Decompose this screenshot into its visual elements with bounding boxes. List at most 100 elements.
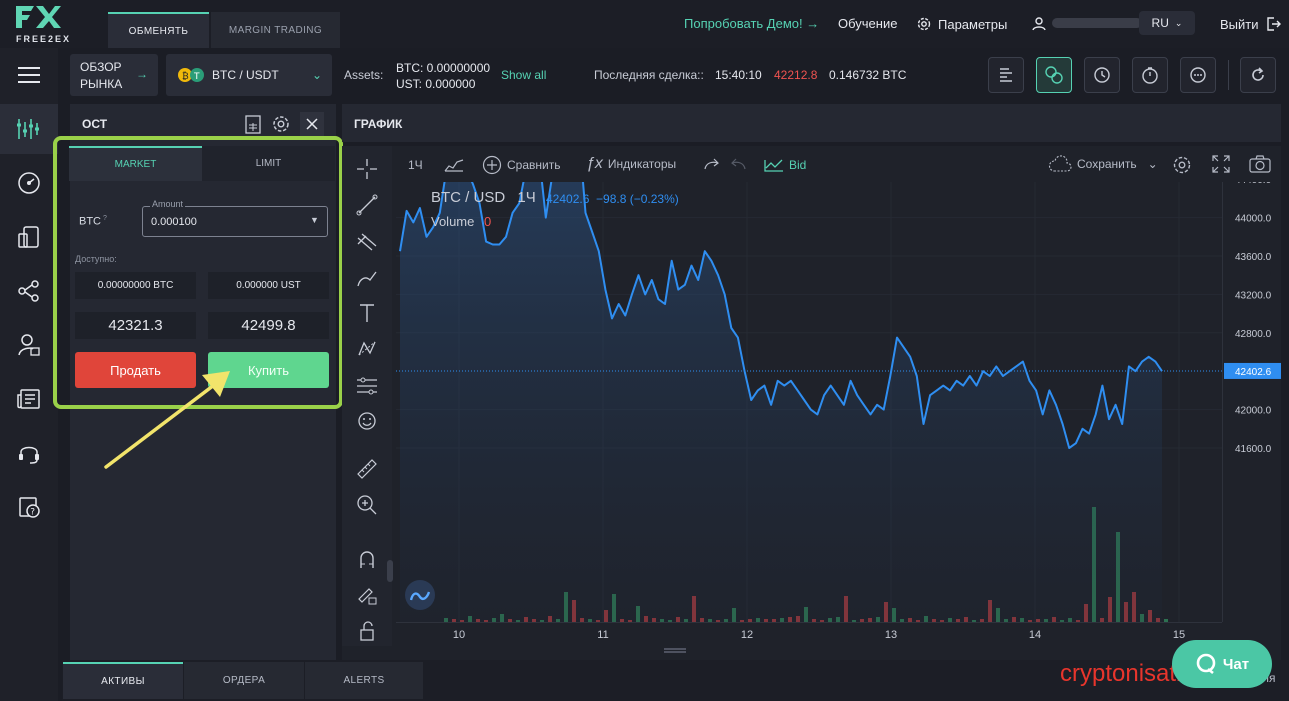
user-switch-icon[interactable] xyxy=(1030,14,1048,37)
plus-circle-icon xyxy=(482,155,502,175)
toolbar-collapse-handle[interactable] xyxy=(387,560,393,582)
assets-ust: UST: 0.000000 xyxy=(396,77,476,91)
volume-bar xyxy=(1164,619,1168,622)
amount-input[interactable] xyxy=(142,206,328,237)
chat-button[interactable]: Чат xyxy=(1172,640,1272,688)
pitchfork-icon[interactable] xyxy=(342,224,392,258)
tab-orders[interactable]: ОРДЕРА xyxy=(184,662,304,699)
exchange-icon[interactable] xyxy=(0,104,58,154)
text-tool-icon[interactable] xyxy=(342,296,392,330)
help-icon[interactable]: ? xyxy=(0,482,58,532)
price-area xyxy=(400,182,1162,622)
chevron-down-icon: ⌄ xyxy=(311,68,322,82)
history-button[interactable] xyxy=(1084,57,1120,93)
network-icon[interactable] xyxy=(0,266,58,316)
zoom-in-icon[interactable] xyxy=(342,488,392,522)
caret-down-icon[interactable]: ▼ xyxy=(310,215,319,225)
amount-value[interactable]: 0.000100 xyxy=(151,216,197,228)
logo-mark-icon xyxy=(16,6,61,28)
timer-button[interactable] xyxy=(1132,57,1168,93)
y-tick-label: 41600.0 xyxy=(1235,444,1272,455)
try-demo-link[interactable]: Попробовать Демо! → xyxy=(684,16,820,31)
support-icon[interactable] xyxy=(0,428,58,478)
smiley-icon[interactable] xyxy=(342,404,392,438)
lock-pen-icon[interactable] xyxy=(342,578,392,612)
x-tick-label: 15 xyxy=(1173,629,1185,641)
magnet-icon[interactable] xyxy=(342,542,392,576)
x-tick-label: 12 xyxy=(741,629,753,641)
exchange-view-button[interactable] xyxy=(1036,57,1072,93)
chevron-down-icon: ⌄ xyxy=(1174,17,1183,28)
tab-assets[interactable]: АКТИВЫ xyxy=(63,662,183,699)
price-line xyxy=(399,182,1163,449)
close-panel-button[interactable] xyxy=(300,112,324,136)
interval-select[interactable]: 1Ч xyxy=(408,158,423,172)
btc-ust-coins-icon: ₿ T xyxy=(178,68,204,82)
pair-select[interactable]: ₿ T BTC / USDT ⌄ xyxy=(166,54,332,96)
settings-link[interactable]: Параметры xyxy=(916,16,1007,32)
language-select[interactable]: RU ⌄ xyxy=(1139,11,1195,35)
y-tick-label: 44000.0 xyxy=(1235,214,1272,225)
crosshair-icon[interactable] xyxy=(342,152,392,186)
assets-values: BTC: 0.00000000 UST: 0.000000 xyxy=(396,60,490,92)
indicators-button[interactable]: ƒx Индикаторы xyxy=(586,155,676,173)
unlock-icon[interactable] xyxy=(342,614,392,648)
undo-icon xyxy=(730,158,746,170)
logo[interactable]: FREE2EX xyxy=(14,4,70,46)
user-account-name[interactable] xyxy=(1052,18,1142,28)
tab-margin-trading[interactable]: MARGIN TRADING xyxy=(211,12,340,48)
chart-type-icon[interactable] xyxy=(444,158,464,172)
pattern-icon[interactable] xyxy=(342,332,392,366)
calculator-icon[interactable] xyxy=(244,114,262,139)
tab-exchange[interactable]: ОБМЕНЯТЬ xyxy=(108,12,209,48)
compare-button[interactable]: Сравнить xyxy=(482,155,560,175)
fullscreen-icon[interactable] xyxy=(1212,155,1230,173)
x-tick-label: 11 xyxy=(597,629,608,641)
market-overview-button[interactable]: ОБЗОР РЫНКА → xyxy=(70,54,158,96)
chart-settings-icon[interactable] xyxy=(1172,155,1192,175)
order-book-button[interactable] xyxy=(988,57,1024,93)
balance-ust: 0.000000 UST xyxy=(208,272,329,299)
show-all-link[interactable]: Show all xyxy=(501,68,547,82)
tab-alerts[interactable]: ALERTS xyxy=(305,662,423,699)
redo-icon[interactable] xyxy=(704,158,720,170)
buy-button[interactable]: Купить xyxy=(208,352,329,388)
camera-icon[interactable] xyxy=(1249,155,1271,173)
user-icon[interactable] xyxy=(0,320,58,370)
learning-link[interactable]: Обучение xyxy=(838,16,898,31)
save-label: Сохранить xyxy=(1077,157,1137,171)
resize-handle-icon[interactable] xyxy=(664,648,686,653)
price-axis: 45600.045200.044800.044400.044000.043600… xyxy=(1222,182,1281,622)
current-price-label: 42402.6 xyxy=(1235,367,1272,378)
save-layout-button[interactable]: Сохранить ⌄ xyxy=(1048,155,1158,173)
price-chart[interactable] xyxy=(396,182,1222,622)
dashboard-icon[interactable] xyxy=(0,158,58,208)
sell-button[interactable]: Продать xyxy=(75,352,196,388)
tradingview-logo-icon[interactable] xyxy=(405,580,435,610)
logo-text: FREE2EX xyxy=(16,34,72,44)
brush-icon[interactable] xyxy=(342,260,392,294)
logout-label: Выйти xyxy=(1220,16,1259,32)
function-icon: ƒx xyxy=(586,155,603,172)
chat-messages-button[interactable] xyxy=(1180,57,1216,93)
tab-market[interactable]: MARKET xyxy=(69,146,202,181)
refresh-icon xyxy=(1252,67,1264,81)
menu-icon[interactable] xyxy=(0,50,58,100)
history-icon xyxy=(1094,67,1110,83)
news-icon[interactable] xyxy=(0,374,58,424)
arrow-right-icon: → xyxy=(136,67,148,81)
gear-icon[interactable] xyxy=(271,114,291,139)
tab-limit[interactable]: LIMIT xyxy=(202,146,335,181)
annotation-arrow-icon xyxy=(104,371,230,469)
trend-line-icon[interactable] xyxy=(342,188,392,222)
ruler-icon[interactable] xyxy=(342,452,392,486)
logout-button[interactable]: Выйти xyxy=(1220,16,1281,32)
sell-price: 42321.3 xyxy=(75,312,196,339)
balance-btc: 0.00000000 BTC xyxy=(75,272,196,299)
devices-icon[interactable] xyxy=(0,212,58,262)
price-type-button[interactable]: Bid xyxy=(764,158,806,172)
fib-icon[interactable] xyxy=(342,368,392,402)
chat-bubble-icon xyxy=(1196,653,1216,675)
refresh-button[interactable] xyxy=(1240,57,1276,93)
legend-values: 42402.6 −98.8 (−0.23%) xyxy=(546,192,679,206)
